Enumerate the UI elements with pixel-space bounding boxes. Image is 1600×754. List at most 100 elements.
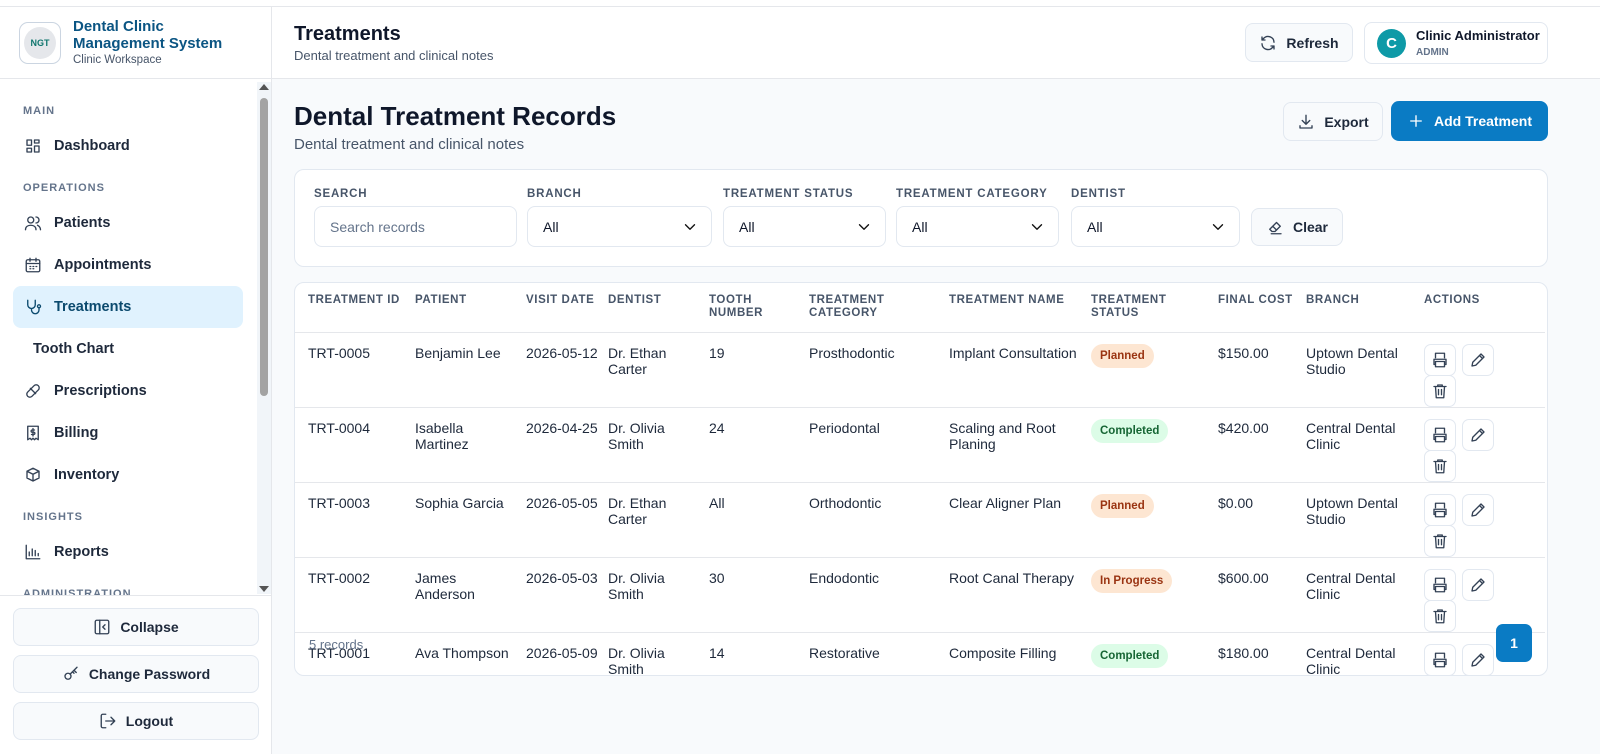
cell-text: Clear Aligner Plan: [949, 494, 1062, 511]
cell: Implant Consultation: [949, 331, 1091, 407]
print-button[interactable]: [1424, 493, 1456, 526]
cell-text: $600.00: [1218, 569, 1269, 586]
cell: Uptown Dental Studio: [1306, 331, 1424, 407]
filter-select[interactable]: All: [527, 206, 712, 247]
nav: MAIN Dashboard OPERATIONS Patients Appointme…: [0, 80, 258, 595]
edit-button[interactable]: [1462, 568, 1494, 601]
cell-text: Uptown Dental Studio: [1306, 344, 1398, 377]
cell: Endodontic: [809, 556, 949, 632]
cell: Completed: [1091, 631, 1218, 675]
delete-button[interactable]: [1424, 524, 1456, 557]
icon: [1469, 501, 1487, 519]
cell: Dr. Olivia Smith: [608, 556, 709, 632]
workspace: Clinic Workspace: [73, 54, 162, 66]
cell: Restorative: [809, 631, 949, 675]
table-row: TRT-0005 Benjamin Lee 2026-05-12 Dr. Ethan …: [295, 331, 1545, 407]
add-button[interactable]: Add Treatment: [1391, 101, 1548, 141]
nav-heading: INSIGHTS: [23, 511, 83, 523]
search-input[interactable]: Search records: [314, 206, 517, 247]
column-header: TREATMENT ID: [308, 294, 400, 306]
page-subtitle: Dental treatment and clinical notes: [294, 136, 525, 153]
cell: Orthodontic: [809, 481, 949, 557]
icon: [855, 218, 873, 236]
column-header: DENTIST: [608, 294, 662, 306]
button-label: Clear: [1292, 219, 1329, 235]
cell: 2026-05-09: [526, 631, 608, 675]
column-header: TREATMENT STATUS: [1091, 294, 1167, 319]
cell: TRT-0002: [295, 556, 415, 632]
nav-item[interactable]: Inventory: [13, 454, 243, 496]
cell: TRT-0005: [295, 331, 415, 407]
cell: $600.00: [1218, 556, 1306, 632]
header-title: Treatments: [294, 23, 401, 45]
cell: 2026-05-12: [526, 331, 608, 407]
cell: Scaling and Root Planing: [949, 406, 1091, 482]
edit-button[interactable]: [1462, 343, 1494, 376]
nav-label: Treatments: [54, 299, 132, 315]
cell-text: Prosthodontic: [809, 344, 895, 361]
cell: $180.00: [1218, 631, 1306, 675]
cell: TRT-0003: [295, 481, 415, 557]
records-table: TREATMENT ID PATIENT VISIT DATE DENTIST TOOT…: [295, 283, 1545, 675]
actions-cell: [1424, 556, 1545, 632]
cell: Isabella Martinez: [415, 406, 526, 482]
filter-select[interactable]: All: [896, 206, 1059, 247]
nav-item[interactable]: Appointments: [13, 244, 243, 286]
delete-button[interactable]: [1424, 449, 1456, 482]
nav-item[interactable]: Reports: [13, 531, 243, 573]
cell-text: All: [709, 494, 725, 511]
filter-select[interactable]: All: [1071, 206, 1240, 247]
nav-item[interactable]: Tooth Chart: [13, 328, 243, 370]
cell: Composite Filling: [949, 631, 1091, 675]
print-button[interactable]: [1424, 568, 1456, 601]
delete-button[interactable]: [1424, 674, 1456, 675]
actions-cell: [1424, 406, 1545, 482]
edit-button[interactable]: [1462, 493, 1494, 526]
icon: [99, 712, 117, 730]
cell-text: Sophia Garcia: [415, 494, 504, 511]
cell-text: Central Dental Clinic: [1306, 419, 1396, 452]
table-row: TRT-0002 James Anderson 2026-05-03 Dr. Oliv…: [295, 556, 1545, 632]
nav-item[interactable]: Dashboard: [13, 125, 243, 167]
edit-button[interactable]: [1462, 643, 1494, 675]
column-header: FINAL COST: [1218, 294, 1293, 306]
main: Treatments Dental treatment and clinical …: [272, 7, 1600, 754]
page-button[interactable]: 1: [1496, 624, 1532, 662]
icon: [1431, 501, 1449, 519]
cell-text: Periodontal: [809, 419, 880, 436]
delete-button[interactable]: [1424, 599, 1456, 632]
icon: [1028, 218, 1046, 236]
icon: [24, 543, 42, 561]
delete-button[interactable]: [1424, 374, 1456, 407]
user-menu[interactable]: C Clinic Administrator ADMIN: [1364, 22, 1548, 64]
filter-select[interactable]: All: [723, 206, 886, 247]
status-badge: Completed: [1091, 643, 1169, 668]
nav-item[interactable]: Treatments: [13, 286, 243, 328]
cell: 19: [709, 331, 809, 407]
print-button[interactable]: [1424, 343, 1456, 376]
edit-button[interactable]: [1462, 418, 1494, 451]
nav-item[interactable]: Patients: [13, 202, 243, 244]
print-button[interactable]: [1424, 418, 1456, 451]
icon: [62, 665, 80, 683]
table-row: TRT-0004 Isabella Martinez 2026-04-25 Dr. O…: [295, 406, 1545, 482]
print-button[interactable]: [1424, 643, 1456, 675]
refresh-button[interactable]: Refresh: [1245, 23, 1353, 62]
export-button[interactable]: Export: [1283, 102, 1383, 141]
cell-text: 24: [709, 419, 725, 436]
sidebar-button[interactable]: Collapse: [13, 608, 259, 646]
cell: $0.00: [1218, 481, 1306, 557]
cell: In Progress: [1091, 556, 1218, 632]
sidebar-button[interactable]: Change Password: [13, 655, 259, 693]
cell: 2026-05-05: [526, 481, 608, 557]
clear-button[interactable]: Clear: [1251, 208, 1343, 246]
cell-text: 19: [709, 344, 725, 361]
cell-text: Benjamin Lee: [415, 344, 501, 361]
sidebar-button[interactable]: Logout: [13, 702, 259, 740]
logo-text: NGT: [24, 27, 56, 59]
nav-item[interactable]: Prescriptions: [13, 370, 243, 412]
nav-item[interactable]: Billing: [13, 412, 243, 454]
cell: Planned: [1091, 481, 1218, 557]
cell-text: Endodontic: [809, 569, 880, 586]
